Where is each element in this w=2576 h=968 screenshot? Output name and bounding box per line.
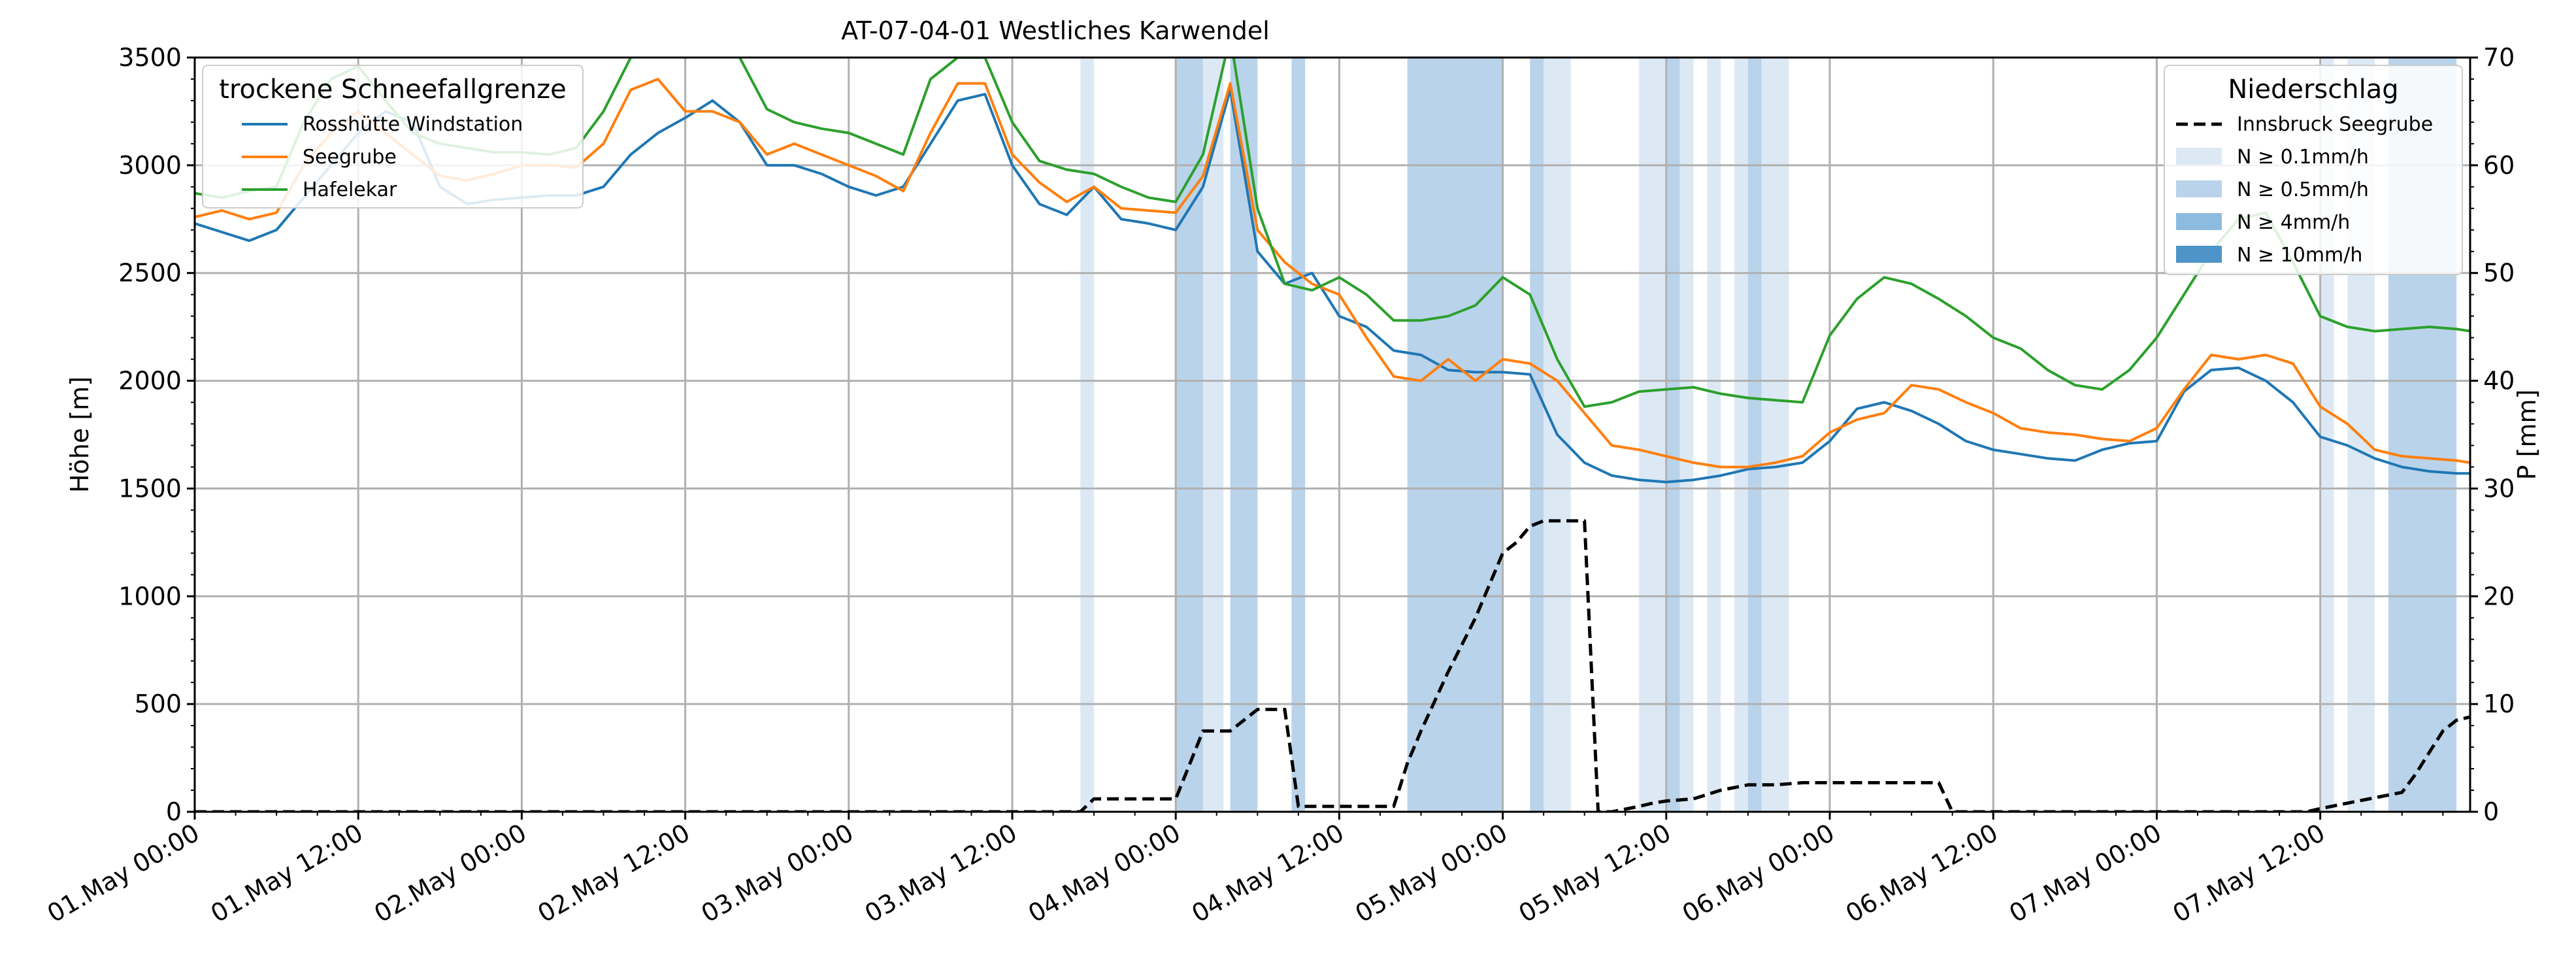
- precip-band-1: [1176, 58, 1203, 812]
- legend-label-innsbruck-seegrube: Innsbruck Seegrube: [2237, 113, 2433, 136]
- precip-band-8: [1639, 58, 1666, 812]
- y2-tick-label-4: 40: [2483, 367, 2515, 395]
- legend-label-seegrube: Seegrube: [303, 146, 397, 169]
- legend-swatch-level3: [2176, 213, 2222, 230]
- y-tick-label-5: 2500: [118, 259, 182, 288]
- y-tick-label-0: 0: [166, 797, 182, 826]
- y2-tick-label-0: 0: [2483, 797, 2499, 826]
- precip-band-14: [1761, 58, 1789, 812]
- legend-label-level2: N ≥ 0.5mm/h: [2237, 178, 2369, 201]
- y2-tick-label-6: 60: [2483, 151, 2515, 180]
- y-tick-label-1: 500: [134, 690, 182, 718]
- legend-precipitation-box: [2164, 65, 2463, 275]
- legend-snowfall-limit-box: [202, 65, 584, 209]
- y-tick-label-2: 1000: [118, 582, 182, 610]
- y-tick-label-3: 1500: [118, 474, 182, 503]
- precip-band-4: [1291, 58, 1306, 812]
- y-axis-label: Höhe [m]: [65, 376, 94, 493]
- chart-title: AT-07-04-01 Westliches Karwendel: [841, 16, 1270, 45]
- precip-band-6: [1530, 58, 1544, 812]
- legend-snowfall-limit-title: trockene Schneefallgrenze: [219, 75, 566, 105]
- y-tick-label-6: 3000: [118, 151, 182, 180]
- plot-frame: [193, 56, 2471, 813]
- legend-swatch-level2: [2176, 180, 2222, 197]
- y2-tick-label-3: 30: [2483, 474, 2515, 503]
- y-tick-label-7: 3500: [118, 43, 182, 72]
- precip-band-12: [1734, 58, 1748, 812]
- legend-label-level1: N ≥ 0.1mm/h: [2237, 146, 2369, 169]
- y2-tick-label-5: 50: [2483, 259, 2515, 288]
- legend-label-rosshuette: Rosshütte Windstation: [303, 113, 523, 136]
- precip-band-9: [1666, 58, 1680, 812]
- precip-band-10: [1679, 58, 1694, 812]
- y2-tick-label-2: 20: [2483, 582, 2515, 610]
- legend-precipitation: Niederschlag Innsbruck Seegrube N ≥ 0.1m…: [2164, 65, 2463, 275]
- y-tick-label-4: 2000: [118, 367, 182, 395]
- legend-swatch-level1: [2176, 148, 2222, 165]
- legend-label-level4: N ≥ 10mm/h: [2237, 244, 2362, 267]
- legend-label-level3: N ≥ 4mm/h: [2237, 211, 2350, 234]
- legend-label-hafelekar: Hafelekar: [303, 178, 397, 201]
- legend-swatch-level4: [2176, 246, 2222, 263]
- y2-axis-label: P [mm]: [2513, 390, 2541, 480]
- y2-tick-label-7: 70: [2483, 43, 2515, 72]
- precip-band-13: [1747, 58, 1762, 812]
- precip-band-0: [1080, 58, 1095, 812]
- legend-snowfall-limit: trockene Schneefallgrenze Rosshütte Wind…: [202, 65, 584, 209]
- y2-tick-label-1: 10: [2483, 690, 2515, 718]
- precip-band-5: [1407, 58, 1503, 812]
- precip-band-11: [1707, 58, 1721, 812]
- legend-precipitation-title: Niederschlag: [2228, 75, 2398, 105]
- series-line-innsbruck-seegrube: [195, 519, 2470, 812]
- precip-band-2: [1202, 58, 1224, 812]
